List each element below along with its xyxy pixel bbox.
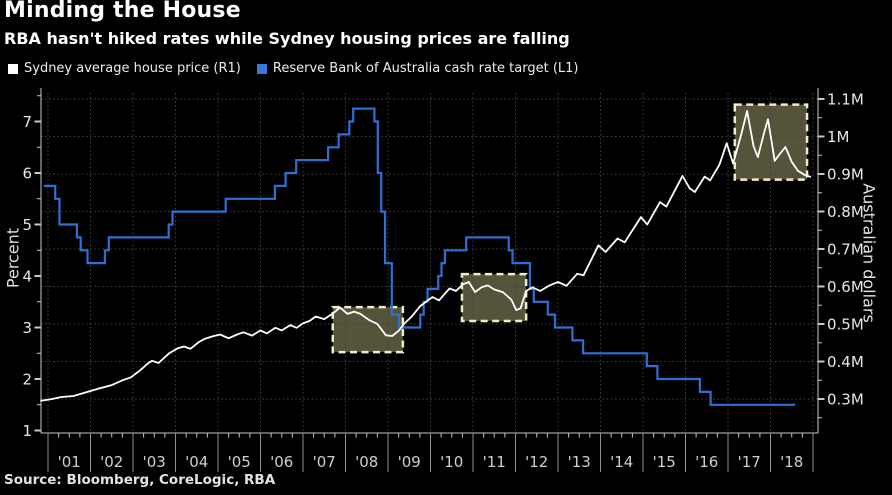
svg-text:4: 4 (22, 268, 32, 286)
svg-text:'03: '03 (143, 453, 166, 471)
x-axis: '01 '02 '03 '04 '05 '06 '07 '08 '09 '10 '11 '12 '13 '… (47, 433, 814, 472)
svg-text:'05: '05 (228, 453, 251, 471)
svg-text:1.1M: 1.1M (827, 91, 864, 109)
legend-label-house-price: Sydney average house price (R1) (24, 61, 241, 76)
svg-text:1: 1 (22, 422, 32, 440)
source-credit: Source: Bloomberg, CoreLogic, RBA (4, 472, 276, 488)
legend-item-house-price: Sydney average house price (R1) (8, 61, 241, 76)
right-axis: 1.1M 1M 0.9M 0.8M 0.7M 0.6M 0.5M 0.4M 0.3M (818, 91, 864, 419)
legend-item-cash-rate: Reserve Bank of Australia cash rate targ… (256, 61, 579, 76)
cash-rate-line (43, 107, 796, 406)
svg-text:0.8M: 0.8M (827, 203, 864, 221)
svg-text:'16: '16 (695, 453, 718, 471)
svg-text:'07: '07 (313, 453, 336, 471)
svg-text:'06: '06 (270, 453, 293, 471)
svg-text:'17: '17 (738, 453, 761, 471)
legend-label-cash-rate: Reserve Bank of Australia cash rate targ… (272, 61, 579, 76)
cash-rate-swatch-icon (256, 63, 267, 74)
right-axis-title: Australian dollars (859, 183, 879, 323)
page-title: Minding the House (4, 0, 241, 23)
highlight-box-borders (331, 103, 809, 354)
svg-text:3: 3 (22, 319, 32, 337)
svg-text:5: 5 (22, 216, 32, 234)
svg-text:'10: '10 (440, 453, 463, 471)
svg-text:'13: '13 (568, 453, 591, 471)
svg-text:0.5M: 0.5M (827, 316, 864, 334)
svg-text:1M: 1M (827, 128, 850, 146)
svg-text:'12: '12 (525, 453, 548, 471)
svg-text:7: 7 (22, 113, 32, 131)
svg-text:'02: '02 (100, 453, 123, 471)
house-price-line (40, 110, 812, 402)
svg-text:0.9M: 0.9M (827, 166, 864, 184)
axis-lines (40, 88, 819, 434)
svg-text:0.7M: 0.7M (827, 241, 864, 259)
left-axis-title: Percent (3, 227, 23, 289)
svg-text:0.6M: 0.6M (827, 278, 864, 296)
svg-text:2: 2 (22, 371, 32, 389)
svg-text:'18: '18 (780, 453, 803, 471)
left-axis: 7 6 5 4 3 2 1 (22, 95, 41, 440)
svg-text:'08: '08 (355, 453, 378, 471)
svg-text:'01: '01 (58, 453, 81, 471)
svg-text:'09: '09 (398, 453, 421, 471)
svg-text:'14: '14 (610, 453, 633, 471)
svg-text:6: 6 (22, 165, 32, 183)
chart-subtitle: RBA hasn't hiked rates while Sydney hous… (4, 29, 570, 48)
svg-text:'04: '04 (185, 453, 208, 471)
gridlines (41, 93, 818, 433)
legend: Sydney average house price (R1) Reserve … (8, 61, 578, 76)
house-price-swatch-icon (8, 63, 18, 74)
svg-text:'11: '11 (483, 453, 506, 471)
svg-text:0.3M: 0.3M (827, 391, 864, 409)
svg-text:0.4M: 0.4M (827, 353, 864, 371)
svg-text:'15: '15 (653, 453, 676, 471)
